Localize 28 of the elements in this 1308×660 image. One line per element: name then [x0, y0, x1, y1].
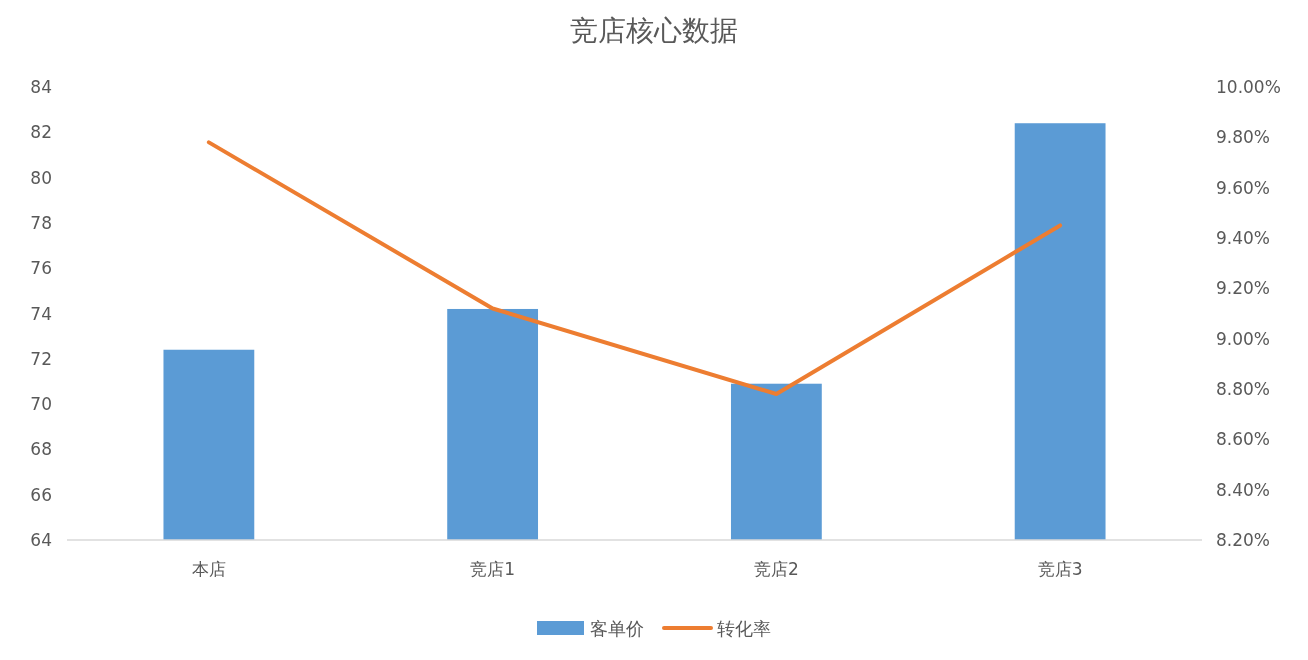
- y-tick-label: 82: [30, 122, 52, 143]
- x-tick-label: 本店: [191, 559, 226, 579]
- y-tick-label: 84: [30, 77, 52, 97]
- y-tick-label: 64: [30, 530, 52, 550]
- y2-tick-label: 8.40%: [1216, 479, 1271, 500]
- y2-tick-label: 9.00%: [1216, 328, 1271, 349]
- y2-tick-label: 9.60%: [1216, 177, 1271, 198]
- y-tick-label: 74: [30, 303, 52, 324]
- y2-tick-label: 9.20%: [1216, 278, 1271, 299]
- y-tick-label: 72: [30, 348, 52, 369]
- y-tick-label: 76: [30, 258, 52, 279]
- y2-tick-label: 10.00%: [1216, 77, 1281, 97]
- y-tick-label: 70: [30, 394, 52, 415]
- x-tick-label: 竞店2: [753, 559, 799, 579]
- y2-tick-label: 8.80%: [1216, 379, 1271, 399]
- y-tick-label: 78: [30, 212, 52, 233]
- legend-label: 转化率: [717, 618, 771, 639]
- y-tick-label: 80: [30, 167, 52, 188]
- y-tick-label: 66: [30, 484, 52, 505]
- y2-tick-label: 9.40%: [1216, 228, 1271, 248]
- y2-tick-label: 8.60%: [1216, 429, 1271, 450]
- y-tick-label: 68: [30, 439, 52, 460]
- y2-tick-label: 8.20%: [1216, 530, 1271, 550]
- y2-tick-label: 9.80%: [1216, 127, 1271, 148]
- x-tick-label: 竞店3: [1037, 559, 1083, 579]
- legend-label: 客单价: [590, 618, 644, 639]
- chart-title: 竞店核心数据: [570, 14, 738, 47]
- x-tick-label: 竞店1: [470, 559, 516, 579]
